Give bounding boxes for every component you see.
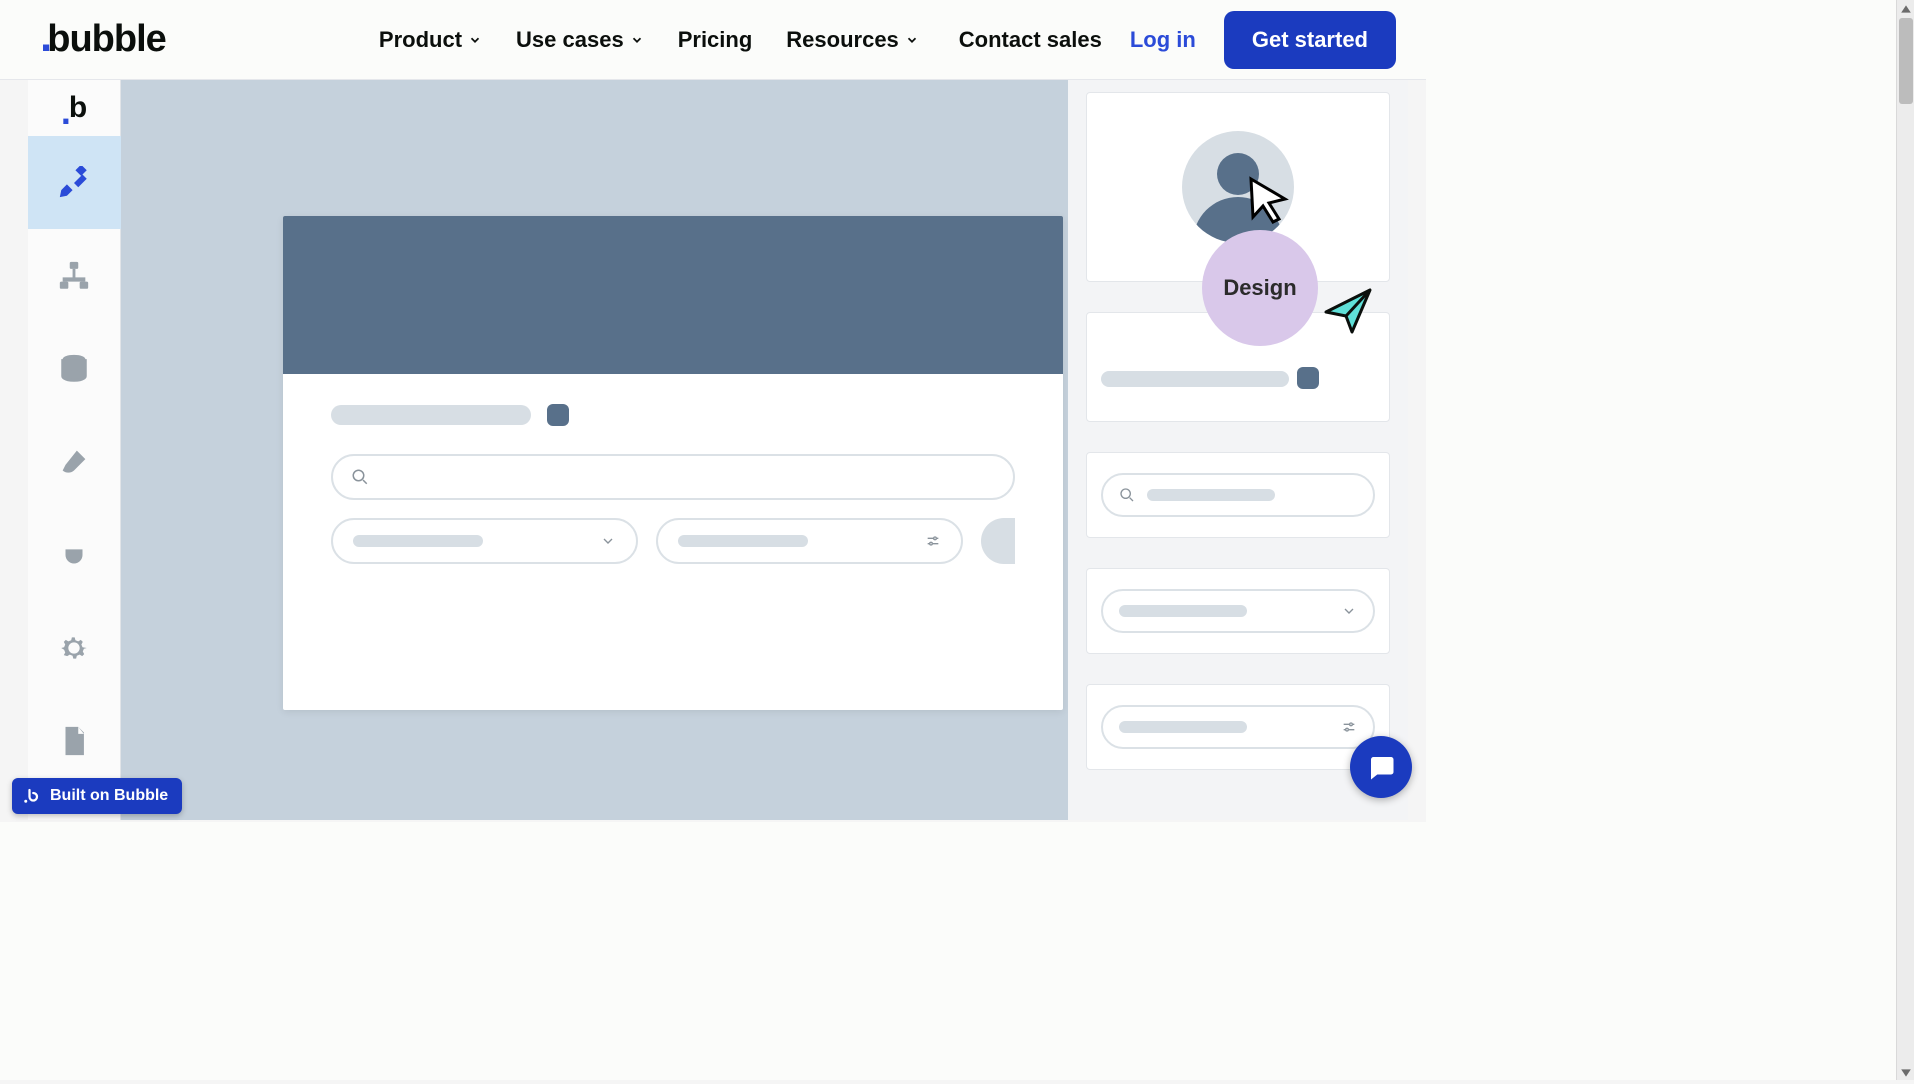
- logo-text: bubble: [47, 18, 166, 61]
- placeholder-square: [547, 404, 569, 426]
- design-badge: Design: [1202, 230, 1318, 346]
- document-icon: [57, 724, 91, 758]
- contact-sales-link[interactable]: Contact sales: [959, 27, 1102, 53]
- badge-label: Built on Bubble: [50, 787, 168, 805]
- paintbrush-icon: [57, 445, 91, 479]
- sidebar-item-plugins[interactable]: [28, 508, 121, 601]
- gear-icon: [57, 631, 91, 665]
- placeholder-bar: [1147, 489, 1275, 501]
- canvas-button-partial[interactable]: [981, 518, 1015, 564]
- canvas-body: [283, 374, 1063, 594]
- canvas-filter[interactable]: [656, 518, 963, 564]
- nav-label: Resources: [786, 27, 899, 53]
- database-icon: [57, 352, 91, 386]
- nav-label: Use cases: [516, 27, 624, 53]
- chevron-down-icon: [630, 33, 644, 47]
- sidebar-item-settings[interactable]: [28, 601, 121, 694]
- sliders-icon: [1341, 719, 1357, 735]
- canvas-search-input[interactable]: [331, 454, 1015, 500]
- component-dropdown-card[interactable]: [1086, 568, 1390, 654]
- placeholder-bar: [353, 535, 483, 547]
- components-panel: [1068, 80, 1408, 820]
- canvas-filter-row: [331, 518, 1015, 564]
- nav-item-pricing[interactable]: Pricing: [678, 27, 753, 53]
- placeholder-bar: [331, 405, 531, 425]
- design-tools-icon: [57, 166, 91, 200]
- scrollbar-thumb[interactable]: [1899, 18, 1913, 104]
- nav-label: Pricing: [678, 27, 753, 53]
- sidebar-item-data[interactable]: [28, 322, 121, 415]
- cursor-send-icon: [1322, 284, 1376, 338]
- sitemap-icon: [57, 259, 91, 293]
- chevron-down-icon: [600, 533, 616, 549]
- intercom-chat-button[interactable]: [1350, 736, 1412, 798]
- plug-icon: [57, 538, 91, 572]
- page-gutter: [1426, 0, 1896, 1080]
- get-started-button[interactable]: Get started: [1224, 11, 1396, 69]
- sidebar-item-styles[interactable]: [28, 415, 121, 508]
- nav-right: Contact sales Log in Get started: [959, 11, 1396, 69]
- built-on-bubble-badge[interactable]: Built on Bubble: [12, 778, 182, 814]
- sidebar-item-logs[interactable]: [28, 694, 121, 787]
- chat-icon: [1366, 752, 1396, 782]
- nav-item-usecases[interactable]: Use cases: [516, 27, 644, 53]
- nav-label: Product: [379, 27, 462, 53]
- scroll-up-button[interactable]: [1900, 2, 1912, 14]
- chevron-down-icon: [1341, 603, 1357, 619]
- nav-center: Product Use cases Pricing Resources: [379, 27, 919, 53]
- placeholder-bar: [678, 535, 808, 547]
- login-link[interactable]: Log in: [1130, 27, 1196, 53]
- search-icon: [1119, 487, 1135, 503]
- cursor-arrow-icon: [1245, 175, 1295, 225]
- canvas-preview-card[interactable]: [283, 216, 1063, 710]
- component-filter-card[interactable]: [1086, 684, 1390, 770]
- top-navbar: .bubble Product Use cases Pricing Resour…: [0, 0, 1426, 80]
- placeholder-bar: [1119, 605, 1247, 617]
- nav-item-resources[interactable]: Resources: [786, 27, 919, 53]
- component-search-pill: [1101, 473, 1375, 517]
- page-background: [0, 822, 1426, 1080]
- placeholder-bar: [1101, 371, 1289, 387]
- chevron-down-icon: [468, 33, 482, 47]
- nav-item-product[interactable]: Product: [379, 27, 482, 53]
- sidebar-item-design[interactable]: [28, 136, 121, 229]
- component-dropdown-pill: [1101, 589, 1375, 633]
- bubble-logo[interactable]: .bubble: [40, 18, 166, 61]
- sidebar-item-workflow[interactable]: [28, 229, 121, 322]
- bubble-b-icon: [22, 787, 40, 805]
- placeholder-heading-row: [331, 404, 1015, 426]
- canvas-dropdown[interactable]: [331, 518, 638, 564]
- placeholder-bar: [1119, 721, 1247, 733]
- editor-sidebar: .b: [28, 80, 121, 820]
- design-badge-label: Design: [1223, 275, 1296, 301]
- scroll-down-button[interactable]: [1900, 1066, 1912, 1078]
- editor-stage: .b: [28, 80, 1408, 820]
- placeholder-square: [1297, 367, 1319, 389]
- editor-logo[interactable]: .b: [28, 80, 121, 136]
- component-search-card[interactable]: [1086, 452, 1390, 538]
- canvas-hero-placeholder: [283, 216, 1063, 374]
- search-icon: [351, 468, 369, 486]
- component-filter-pill: [1101, 705, 1375, 749]
- chevron-down-icon: [905, 33, 919, 47]
- sliders-icon: [925, 533, 941, 549]
- scrollbar-track[interactable]: [1896, 0, 1914, 1080]
